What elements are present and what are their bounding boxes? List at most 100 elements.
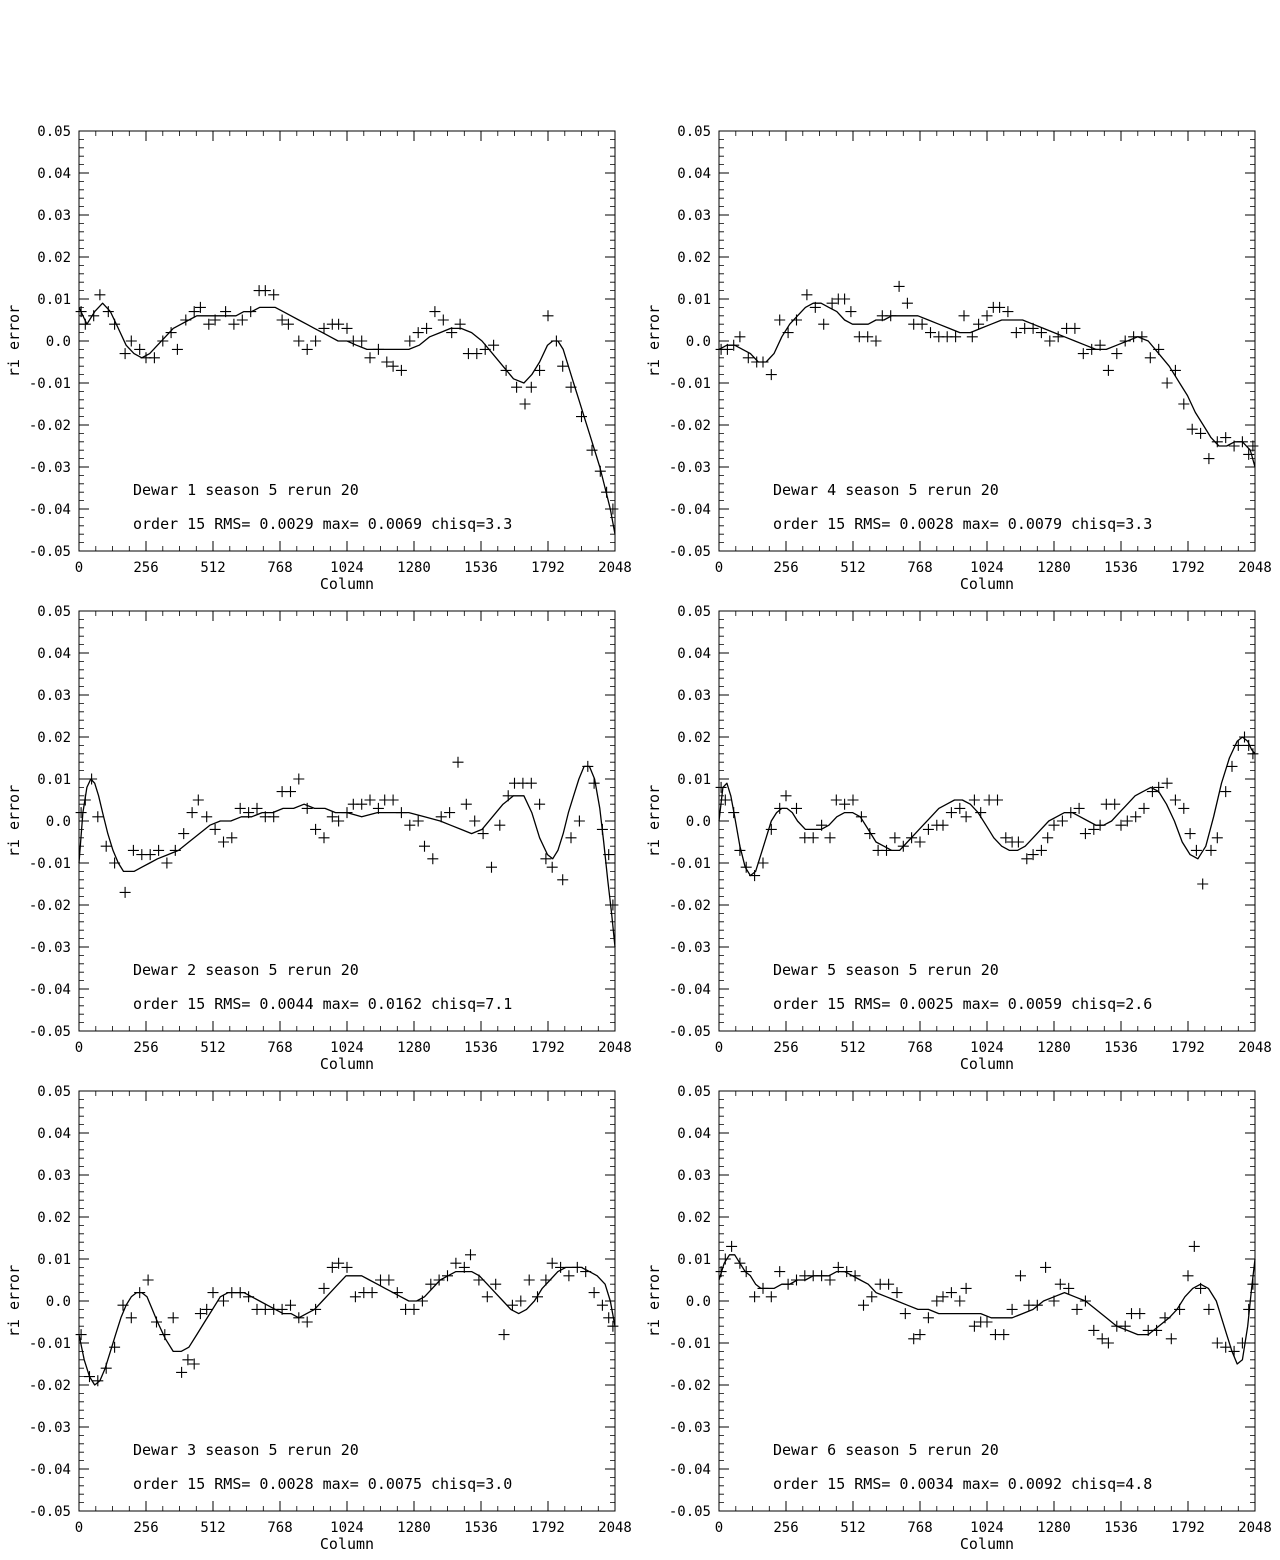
data-point [849,1270,861,1282]
x-tick-label: 256 [133,560,158,576]
data-point [1021,853,1033,865]
y-tick-label: -0.03 [29,1420,71,1436]
data-point [1012,836,1024,848]
data-point [75,807,87,819]
data-point [1052,331,1064,343]
y-tick-label: -0.05 [29,1024,71,1040]
y-tick-label: 0.01 [37,292,71,308]
data-point [490,1278,502,1290]
data-point [1035,844,1047,856]
x-tick-label: 1536 [464,1520,498,1536]
data-point [981,310,993,322]
data-point [573,815,585,827]
data-point [404,819,416,831]
data-point [845,306,857,318]
data-point [1119,1320,1131,1332]
data-point [151,1316,162,1328]
x-tick-label: 768 [907,1040,932,1056]
data-point [734,844,746,856]
y-tick-label: 0.0 [686,334,711,350]
data-point [937,1291,949,1303]
data-point [372,343,384,355]
data-point [1056,815,1068,827]
data-point [209,823,221,835]
x-tick-label: 1792 [1171,1040,1205,1056]
data-point [381,356,393,368]
data-point [481,1291,493,1303]
dewar-label: Dewar 4 season 5 rerun 20 [773,481,999,499]
x-axis-title: Column [320,575,374,593]
data-point [236,314,248,326]
data-point [171,343,183,355]
y-tick-label: -0.02 [29,898,71,914]
data-point [412,327,424,339]
x-tick-label: 768 [267,560,292,576]
x-tick-label: 1024 [330,1520,364,1536]
data-point [500,364,512,376]
fit-stats-label: order 15 RMS= 0.0034 max= 0.0092 chisq=4… [773,1475,1152,1493]
data-point [958,310,970,322]
y-axis-title: ri error [5,1265,23,1337]
data-point [341,322,353,334]
data-point [734,1257,746,1269]
data-point [557,874,569,886]
data-point [201,1303,213,1315]
y-tick-label: 0.05 [37,124,71,140]
data-point [119,886,131,898]
data-point [1211,1337,1223,1349]
data-point [1211,832,1223,844]
y-tick-label: -0.02 [669,1378,711,1394]
x-tick-label: 0 [715,1040,723,1056]
x-tick-label: 512 [840,1040,865,1056]
data-point [433,1274,445,1286]
data-point [1088,823,1100,835]
data-point [220,306,232,318]
data-point [931,1295,943,1307]
x-tick-label: 1280 [1037,1040,1071,1056]
data-point [782,327,794,339]
y-tick-label: -0.01 [669,376,711,392]
data-point [998,1329,1010,1341]
data-point [326,1261,338,1273]
data-point [452,756,464,768]
data-point [571,1261,583,1273]
data-point [1088,1324,1100,1336]
data-point [1236,1337,1248,1349]
data-point [774,802,786,814]
data-point [419,840,430,852]
data-point [251,802,263,814]
data-point [1042,832,1054,844]
data-point [442,1270,453,1282]
x-axis-title: Column [960,575,1014,593]
data-point [356,335,368,347]
data-point [1243,448,1255,460]
major-ticks [718,610,1256,1032]
y-tick-label: -0.04 [29,1462,71,1478]
data-point [404,335,416,347]
data-point [968,1320,980,1332]
y-tick-label: -0.03 [669,940,711,956]
data-point [429,306,441,318]
data-point [791,314,802,326]
x-tick-label: 512 [200,560,225,576]
data-point [1138,802,1150,814]
data-point [1121,815,1133,827]
y-tick-label: -0.03 [669,1420,711,1436]
data-point [333,318,345,330]
data-point [75,1329,87,1341]
y-tick-label: -0.01 [29,376,71,392]
data-point [757,857,769,869]
x-tick-label: 512 [840,1520,865,1536]
y-tick-label: 0.03 [37,208,71,224]
data-point [203,318,215,330]
data-point [864,828,876,840]
data-point [310,335,322,347]
x-tick-label: 1280 [397,1040,431,1056]
data-point [588,1287,600,1299]
data-point [582,760,594,772]
data-point [178,828,190,840]
data-point [1136,331,1148,343]
data-point [285,1299,296,1311]
data-point [765,823,777,835]
